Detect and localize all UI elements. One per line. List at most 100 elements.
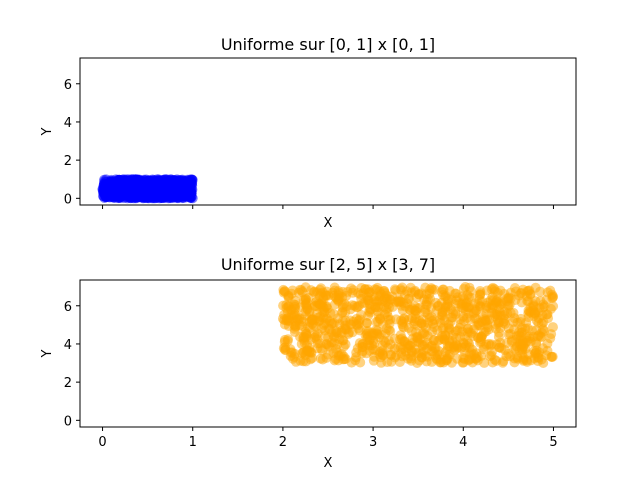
data-point (459, 354, 470, 365)
data-point (490, 319, 501, 330)
data-point (162, 190, 173, 201)
data-point (450, 326, 461, 337)
data-point (464, 282, 475, 293)
data-point (137, 185, 148, 196)
data-point (410, 327, 421, 338)
data-point (402, 339, 413, 350)
data-point (364, 335, 375, 346)
data-point (285, 344, 296, 355)
data-point (424, 312, 435, 323)
subplot-bottom-xticks: 0 1 2 3 4 5 (98, 427, 558, 450)
data-point (296, 285, 307, 296)
data-point (281, 300, 292, 311)
data-point (546, 329, 557, 340)
data-point (506, 335, 517, 346)
data-point (493, 327, 504, 338)
data-point (502, 308, 513, 319)
data-point (522, 286, 533, 297)
data-point (437, 310, 448, 321)
subplot-top-xlabel: X (324, 216, 333, 231)
x-tick-label: 0 (98, 435, 106, 450)
data-point (509, 313, 520, 324)
data-point (530, 308, 541, 319)
data-point (535, 286, 546, 297)
data-point (381, 296, 392, 307)
data-point (482, 285, 493, 296)
data-point (318, 303, 329, 314)
data-point (416, 318, 427, 329)
data-point (406, 355, 417, 366)
data-point (371, 325, 382, 336)
data-point (167, 182, 178, 193)
data-point (424, 288, 435, 299)
data-point (431, 353, 442, 364)
data-point (301, 346, 312, 357)
data-point (103, 181, 114, 192)
data-point (520, 323, 531, 334)
data-point (514, 290, 525, 301)
data-point (361, 318, 372, 329)
data-point (491, 309, 502, 319)
subplot-bottom-ylabel: Y (40, 349, 55, 358)
data-point (180, 176, 191, 187)
subplot-top: Uniforme sur [0, 1] x [0, 1] 0 2 4 6 X Y (40, 35, 577, 231)
data-point (295, 355, 306, 366)
y-tick-label: 4 (64, 116, 72, 131)
data-point (462, 336, 473, 347)
data-point (539, 301, 550, 312)
data-point (147, 182, 158, 193)
data-point (331, 326, 342, 337)
data-point (178, 190, 189, 201)
data-point (404, 293, 415, 304)
data-point (113, 185, 124, 196)
data-point (111, 177, 122, 188)
data-point (152, 189, 163, 200)
data-point (495, 285, 506, 296)
data-point (339, 298, 350, 309)
y-tick-label: 0 (64, 414, 72, 429)
data-point (130, 174, 141, 185)
data-point (500, 318, 511, 329)
data-point (469, 349, 480, 360)
data-point (542, 287, 553, 298)
data-point (464, 327, 475, 338)
data-point (384, 325, 395, 336)
data-point (356, 282, 367, 293)
data-point (475, 337, 486, 348)
data-point (546, 351, 557, 362)
data-point (315, 353, 326, 364)
data-point (294, 319, 305, 330)
subplot-top-ylabel: Y (40, 127, 55, 136)
data-point (371, 316, 382, 327)
data-point (391, 314, 402, 325)
data-point (536, 332, 547, 343)
data-point (312, 287, 323, 298)
data-point (440, 330, 451, 341)
data-point (471, 313, 482, 324)
data-point (526, 355, 537, 366)
data-point (383, 314, 394, 325)
y-tick-label: 2 (64, 154, 72, 169)
data-point (326, 337, 337, 348)
data-point (331, 347, 342, 358)
data-point (383, 342, 394, 353)
data-point (463, 302, 474, 313)
data-point (378, 286, 389, 297)
data-point (173, 175, 184, 186)
x-tick-label: 3 (369, 435, 377, 450)
y-tick-label: 0 (64, 192, 72, 207)
data-point (311, 334, 322, 345)
y-tick-label: 2 (64, 376, 72, 391)
data-point (533, 352, 544, 363)
data-point (356, 293, 367, 304)
data-point (474, 289, 485, 300)
data-point (357, 342, 368, 353)
x-tick-label: 1 (189, 435, 197, 450)
data-point (396, 285, 407, 296)
subplot-top-xticks (102, 205, 554, 209)
data-point (144, 190, 155, 201)
data-point (361, 326, 372, 336)
data-point (447, 312, 458, 323)
data-point (413, 289, 424, 300)
